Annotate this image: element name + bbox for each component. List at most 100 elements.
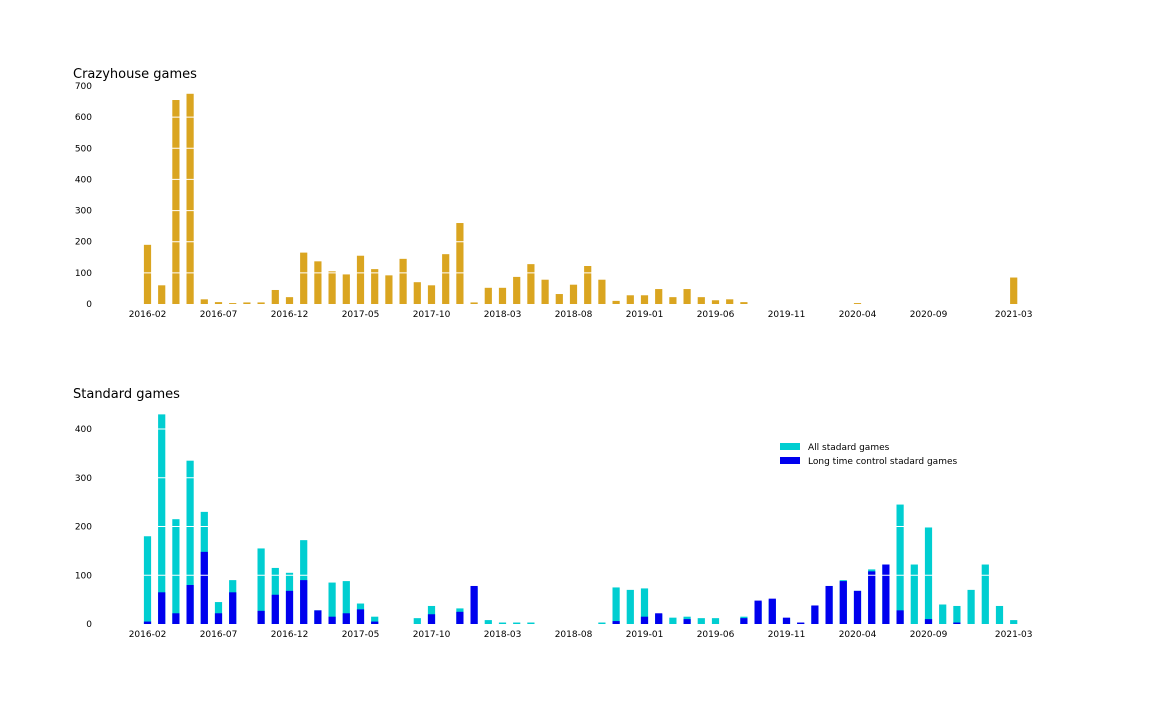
bar-2018-04 [513, 276, 521, 304]
bar-2019-01 [640, 295, 649, 304]
bar-long-2016-07 [214, 613, 223, 624]
bar-all-2016-03 [158, 414, 166, 624]
x-tick-label: 2018-03 [484, 310, 522, 320]
standard-legend: All stadard games Long time control stad… [780, 443, 958, 467]
y-tick-label: 0 [86, 300, 92, 310]
bar-all-2017-09 [413, 618, 421, 624]
bar-long-2016-10 [257, 610, 265, 624]
bar-2017-03 [328, 271, 336, 304]
bar-long-2019-08 [740, 618, 748, 624]
bar-long-2016-04 [172, 613, 180, 624]
bar-long-2019-11 [782, 617, 791, 624]
x-tick-label: 2019-01 [626, 630, 664, 640]
x-tick-label: 2018-03 [484, 630, 522, 640]
bar-2018-12 [626, 295, 634, 304]
bar-2018-01 [470, 302, 478, 304]
bar-2018-02 [484, 287, 492, 304]
x-tick-label: 2017-05 [342, 310, 380, 320]
bar-long-2017-01 [300, 580, 308, 624]
x-tick-label: 2019-11 [768, 310, 806, 320]
standard-y-axis: 0 100 200 300 400 [75, 425, 92, 630]
bar-2016-09 [243, 302, 251, 304]
bar-2021-03 [1010, 277, 1018, 304]
bar-all-2020-08 [910, 564, 918, 624]
x-tick-label: 2016-02 [129, 310, 167, 320]
x-tick-label: 2017-10 [413, 310, 451, 320]
bar-long-2020-04 [853, 590, 862, 624]
x-tick-label: 2018-08 [555, 310, 593, 320]
bar-all-2018-05 [527, 622, 535, 624]
bar-2017-01 [300, 252, 308, 304]
bar-2016-06 [200, 299, 208, 304]
bar-all-2021-03 [1010, 620, 1018, 624]
y-tick-label: 0 [86, 620, 92, 630]
bar-long-2020-02 [825, 585, 833, 624]
bar-2017-08 [399, 258, 407, 304]
bar-all-2020-11 [953, 605, 961, 624]
bar-all-2018-02 [484, 620, 492, 624]
bar-2017-07 [385, 275, 393, 304]
bar-2019-05 [697, 297, 705, 304]
y-tick-label: 300 [75, 207, 92, 217]
bar-long-2019-01 [640, 616, 649, 624]
bar-all-2016-07 [214, 602, 223, 624]
bar-2017-05 [356, 255, 365, 304]
x-tick-label: 2019-11 [768, 630, 806, 640]
bar-2016-05 [186, 93, 194, 305]
bar-long-2020-11 [953, 622, 961, 624]
bar-long-2020-06 [882, 564, 890, 624]
bar-2016-10 [257, 302, 265, 304]
bar-long-2016-08 [229, 592, 237, 624]
bar-long-2019-10 [768, 598, 776, 624]
x-tick-label: 2020-09 [910, 310, 948, 320]
bar-2017-11 [442, 254, 450, 304]
bar-2016-03 [158, 285, 166, 304]
bar-long-2017-06 [371, 621, 379, 624]
bar-all-2020-07 [896, 504, 904, 624]
bar-long-2016-03 [158, 592, 166, 624]
bar-long-2017-10 [427, 614, 436, 624]
x-tick-label: 2016-12 [271, 630, 309, 640]
bar-all-2016-04 [172, 519, 180, 624]
crazyhouse-gridlines [100, 85, 1040, 274]
bar-2016-07 [214, 302, 223, 304]
bar-2017-10 [427, 285, 436, 304]
x-tick-label: 2019-06 [697, 310, 735, 320]
bar-2018-03 [498, 287, 507, 304]
bar-long-2017-12 [456, 611, 464, 624]
x-tick-label: 2019-06 [697, 630, 735, 640]
x-tick-label: 2020-09 [910, 630, 948, 640]
bar-2019-02 [655, 289, 663, 304]
bar-2017-04 [342, 274, 350, 304]
bar-all-2021-02 [995, 605, 1004, 624]
crazyhouse-chart-title: Crazyhouse games [73, 67, 197, 82]
bar-all-2018-10 [598, 622, 606, 624]
bar-2018-06 [541, 279, 549, 304]
y-tick-label: 300 [75, 474, 92, 484]
y-tick-label: 600 [75, 113, 92, 123]
y-tick-label: 200 [75, 238, 92, 248]
bar-long-2017-04 [342, 613, 350, 624]
legend-label-long-time-control: Long time control stadard games [808, 457, 958, 467]
bar-2018-05 [527, 264, 535, 304]
x-tick-label: 2016-02 [129, 630, 167, 640]
bar-all-2017-03 [328, 582, 336, 624]
bar-all-2016-10 [257, 548, 265, 624]
standard-gridlines [100, 428, 1040, 576]
x-tick-label: 2017-05 [342, 630, 380, 640]
bar-2019-07 [726, 299, 734, 304]
bar-long-2016-12 [285, 590, 294, 624]
x-tick-label: 2020-04 [839, 310, 877, 320]
x-tick-label: 2020-04 [839, 630, 877, 640]
bar-2017-06 [371, 269, 379, 304]
y-tick-label: 100 [75, 269, 92, 279]
crazyhouse-bars [143, 93, 1018, 305]
bar-2016-12 [285, 297, 294, 304]
bar-long-2019-04 [683, 619, 691, 624]
bar-long-2020-01 [811, 605, 819, 624]
bar-2020-04 [853, 303, 862, 304]
bar-long-2016-11 [271, 594, 279, 624]
y-tick-label: 100 [75, 571, 92, 581]
bar-2019-06 [711, 300, 720, 304]
